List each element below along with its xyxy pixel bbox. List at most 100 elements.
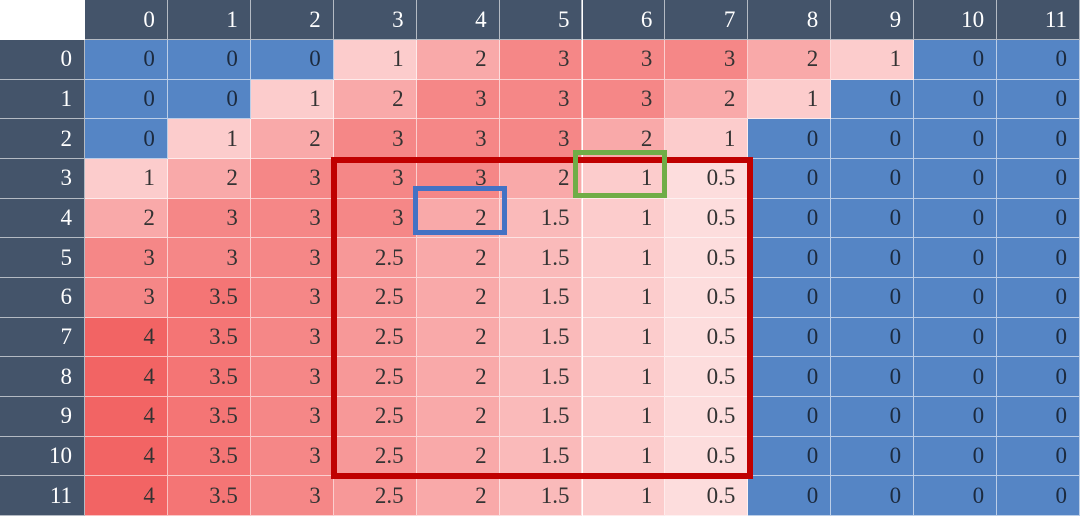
cell: 0.5 [665,436,749,477]
row-header: 4 [0,198,85,239]
cell: 0 [831,476,915,516]
cell: 2 [416,357,500,397]
cell: 0 [997,79,1080,120]
cell: 0 [748,476,832,516]
cell: 0 [748,397,832,437]
cell: 0 [748,357,832,397]
cell: 0 [831,278,915,318]
cell: 0.5 [665,357,749,397]
cell: 0 [997,198,1080,239]
cell: 0 [831,436,915,477]
cell: 0 [250,40,334,80]
column-header: 8 [748,0,832,40]
cell: 0 [914,278,998,318]
cell: 3 [85,278,168,318]
cell: 3 [333,119,417,159]
cell: 4 [85,436,168,477]
row-header: 0 [0,40,85,80]
cell: 2 [250,119,334,159]
cell: 1.5 [499,238,583,278]
cell: 3 [250,238,334,278]
cell: 0 [748,436,832,477]
cell: 3 [416,119,500,159]
cell: 0.5 [665,278,749,318]
cell: 2 [416,40,500,80]
cell: 0 [167,79,251,120]
cell: 2 [167,159,251,199]
cell: 0 [831,159,915,199]
cell: 2 [416,397,500,437]
cell: 2 [333,79,417,120]
cell: 3 [582,79,666,120]
cell: 1 [831,40,915,80]
cell: 1.5 [499,397,583,437]
cell: 1 [582,278,666,318]
cell: 0 [997,119,1080,159]
cell: 3 [167,238,251,278]
cell: 0 [85,119,168,159]
column-header: 10 [914,0,998,40]
cell: 0 [85,79,168,120]
row-header: 7 [0,317,85,358]
cell: 0 [831,119,915,159]
cell: 1 [665,119,749,159]
cell: 0 [997,436,1080,477]
cell: 1 [167,119,251,159]
cell: 0 [831,198,915,239]
cell: 3 [499,119,583,159]
cell: 2 [499,159,583,199]
cell: 1.5 [499,476,583,516]
cell: 2.5 [333,476,417,516]
cell: 1.5 [499,317,583,358]
cell: 2 [416,198,500,239]
cell: 0 [997,238,1080,278]
cell: 3 [250,198,334,239]
cell: 2 [416,238,500,278]
cell: 4 [85,317,168,358]
cell: 2 [665,79,749,120]
cell: 4 [85,357,168,397]
cell: 1 [582,476,666,516]
cell: 2 [416,317,500,358]
cell: 3 [582,40,666,80]
cell: 3 [499,79,583,120]
cell: 2 [582,119,666,159]
row-header: 2 [0,119,85,159]
column-header: 7 [665,0,749,40]
cell: 3 [250,278,334,318]
cell: 1 [582,317,666,358]
cell: 3 [333,159,417,199]
cell: 0.5 [665,159,749,199]
column-header: 5 [499,0,583,40]
cell: 0 [914,476,998,516]
cell: 2 [416,436,500,477]
cell: 0 [997,159,1080,199]
cell: 3 [333,198,417,239]
cell: 1 [85,159,168,199]
cell: 3.5 [167,278,251,318]
corner-cell [0,0,85,40]
cell: 3.5 [167,476,251,516]
cell: 0.5 [665,476,749,516]
row-header: 6 [0,278,85,318]
cell: 0 [748,159,832,199]
row-header: 1 [0,79,85,120]
cell: 2.5 [333,238,417,278]
column-header: 3 [333,0,417,40]
row-header: 11 [0,476,85,516]
cell: 3 [499,40,583,80]
cell: 2.5 [333,317,417,358]
cell: 1 [582,357,666,397]
cell: 1 [582,436,666,477]
cell: 3 [416,159,500,199]
column-header: 9 [831,0,915,40]
cell: 3 [250,476,334,516]
cell: 2 [416,476,500,516]
cell: 1.5 [499,198,583,239]
cell: 3 [250,357,334,397]
column-header: 1 [167,0,251,40]
cell: 1.5 [499,436,583,477]
cell: 0 [914,40,998,80]
row-header: 3 [0,159,85,199]
